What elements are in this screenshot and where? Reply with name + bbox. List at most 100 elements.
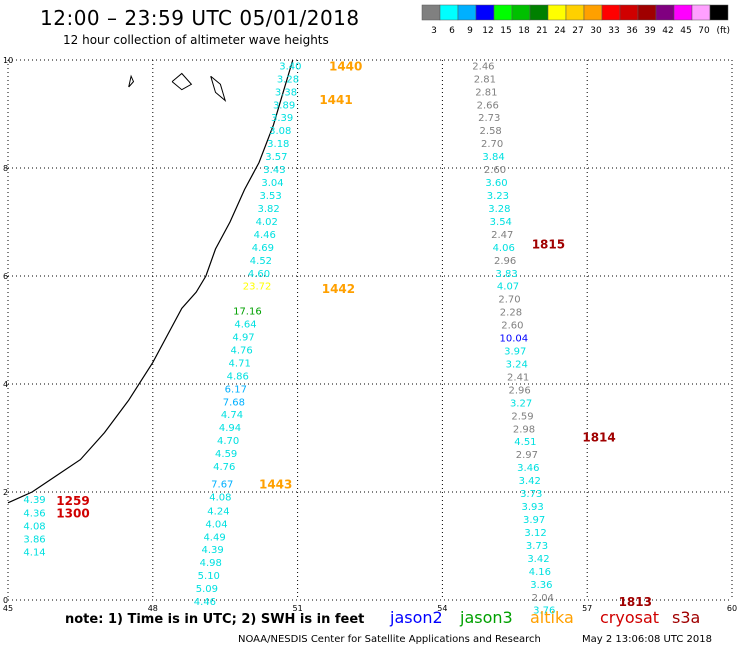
wave-height-value: 7.67 <box>211 479 233 490</box>
legend-label: 9 <box>467 26 473 36</box>
legend-label: 24 <box>554 26 566 36</box>
wave-height-value: 7.68 <box>223 397 245 408</box>
legend-swatch <box>439 4 459 21</box>
wave-height-value: 3.54 <box>490 217 512 228</box>
pass-time-label: 1815 <box>532 238 565 252</box>
wave-height-value: 4.07 <box>497 282 519 293</box>
wave-height-value: 2.97 <box>516 450 538 461</box>
wave-height-value: 2.41 <box>507 372 529 383</box>
wave-height-value: 4.36 <box>23 509 45 520</box>
y-tick-label: 4 <box>3 380 8 389</box>
wave-height-value: 4.59 <box>215 449 237 460</box>
legend-swatch <box>457 4 477 21</box>
wave-height-value: 5.09 <box>196 584 218 595</box>
legend-label: 36 <box>626 26 638 36</box>
wave-height-value: 4.51 <box>514 437 536 448</box>
legend-unit: (ft) <box>716 26 730 36</box>
wave-height-value: 3.28 <box>277 74 299 85</box>
wave-height-value: 3.73 <box>520 489 542 500</box>
legend-swatch <box>511 4 531 21</box>
wave-height-value: 4.98 <box>200 558 222 569</box>
legend-swatch <box>475 4 495 21</box>
footer-note: note: 1) Time is in UTC; 2) SWH is in fe… <box>65 612 365 627</box>
wave-height-value: 4.39 <box>23 495 45 506</box>
wave-height-value: 2.60 <box>501 321 523 332</box>
legend-label: 42 <box>662 26 673 36</box>
wave-height-value: 4.04 <box>205 519 227 530</box>
wave-height-value: 4.14 <box>23 547 45 558</box>
x-tick-label: 51 <box>293 604 303 613</box>
legend-label: 3 <box>431 26 437 36</box>
wave-height-value: 4.16 <box>529 567 551 578</box>
wave-height-value: 2.81 <box>474 74 496 85</box>
wave-height-value: 2.70 <box>498 295 520 306</box>
map-title: 12:00 – 23:59 UTC 05/01/2018 <box>40 6 360 30</box>
pass-time-label: 1441 <box>319 93 352 107</box>
wave-height-value: 2.28 <box>500 308 522 319</box>
wave-height-value: 3.97 <box>504 347 526 358</box>
wave-height-value: 4.76 <box>213 462 235 473</box>
wave-height-value: 3.08 <box>269 126 291 137</box>
pass-time-label: 1442 <box>322 282 355 296</box>
wave-height-value: 4.39 <box>202 545 224 556</box>
wave-height-value: 3.60 <box>485 178 507 189</box>
axis-ticks: 45 48 51 54 57 60 0 2 4 6 8 10 <box>3 56 737 613</box>
legend-label: 6 <box>449 26 455 36</box>
island-outline <box>210 75 227 102</box>
legend-label: 70 <box>698 26 710 36</box>
wave-height-value: 17.16 <box>233 307 262 318</box>
legend-label: 33 <box>608 26 619 36</box>
wave-height-value: 4.06 <box>493 243 515 254</box>
wave-height-value: 4.86 <box>227 371 249 382</box>
wave-height-value: 3.42 <box>519 476 541 487</box>
x-tick-label: 60 <box>727 604 737 613</box>
pass-time-label: 1443 <box>259 477 292 491</box>
satellite-s3a: s3a <box>672 608 701 627</box>
wave-height-value: 4.02 <box>256 217 278 228</box>
wave-height-value: 2.96 <box>508 385 530 396</box>
wave-height-value: 3.46 <box>517 463 539 474</box>
wave-height-value: 3.43 <box>263 165 285 176</box>
legend-label: 30 <box>590 26 602 36</box>
wave-height-value: 4.08 <box>23 521 45 532</box>
wave-height-value: 2.96 <box>494 256 516 267</box>
legend-label: 15 <box>500 26 511 36</box>
wave-height-value: 2.60 <box>484 165 506 176</box>
wave-height-value: 4.60 <box>248 269 270 280</box>
wave-height-value: 4.74 <box>221 410 243 421</box>
wave-height-value: 3.76 <box>533 606 555 617</box>
wave-height-value: 4.94 <box>219 423 241 434</box>
wave-height-value: 3.73 <box>526 541 548 552</box>
pass-time-label: 1813 <box>619 595 652 609</box>
legend-label: 21 <box>536 26 547 36</box>
wave-height-value: 3.12 <box>524 528 546 539</box>
satellite-altika: altika <box>530 608 574 627</box>
wave-height-value: 3.39 <box>271 113 293 124</box>
wave-height-value: 2.47 <box>491 230 513 241</box>
wave-height-value: 2.46 <box>472 61 494 72</box>
coastline <box>7 59 294 504</box>
island-outline <box>171 72 193 91</box>
wave-height-value: 3.89 <box>273 100 295 111</box>
legend-label: 27 <box>572 26 583 36</box>
wave-height-value: 5.10 <box>198 571 220 582</box>
wave-height-value: 4.64 <box>234 320 256 331</box>
legend-swatch <box>673 4 693 21</box>
wave-height-value: 2.98 <box>513 424 535 435</box>
satellite-jason3: jason3 <box>460 608 513 627</box>
wave-height-value: 4.71 <box>229 358 251 369</box>
wave-height-value: 3.82 <box>258 204 280 215</box>
legend-swatch <box>421 4 441 21</box>
y-tick-label: 2 <box>3 488 8 497</box>
wave-height-value: 4.69 <box>252 243 274 254</box>
legend-label: 39 <box>644 26 656 36</box>
wave-height-value: 3.18 <box>267 139 289 150</box>
wave-height-value: 3.93 <box>522 502 544 513</box>
wave-height-value: 3.04 <box>261 178 283 189</box>
wave-height-value: 3.36 <box>530 580 552 591</box>
wave-height-value: 3.83 <box>495 269 517 280</box>
wave-height-value: 6.17 <box>225 384 247 395</box>
wave-height-value: 3.84 <box>482 152 504 163</box>
lat-lon-grid <box>7 59 733 601</box>
legend-swatch <box>565 4 585 21</box>
